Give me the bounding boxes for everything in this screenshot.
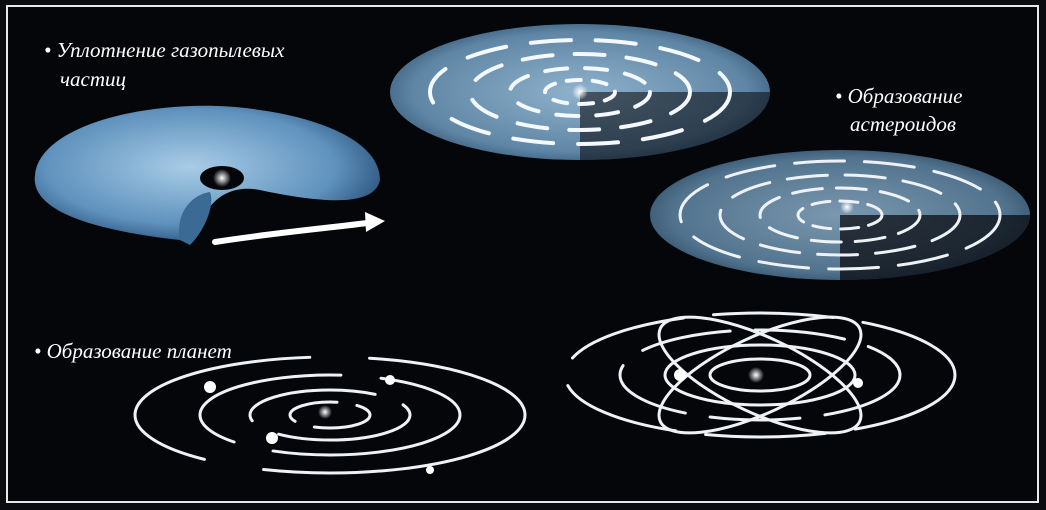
label-line: астероидов bbox=[850, 112, 956, 136]
label-line: частиц bbox=[60, 67, 126, 91]
label-line: • Образование планет bbox=[34, 339, 232, 363]
label-line: • Уплотнение газопылевых bbox=[44, 38, 285, 62]
streak-disc bbox=[390, 24, 770, 160]
label-line: • Образование bbox=[835, 84, 962, 108]
asteroid-disc bbox=[650, 150, 1030, 280]
illustration: • Уплотнение газопылевых частиц • Образо… bbox=[0, 0, 1046, 510]
